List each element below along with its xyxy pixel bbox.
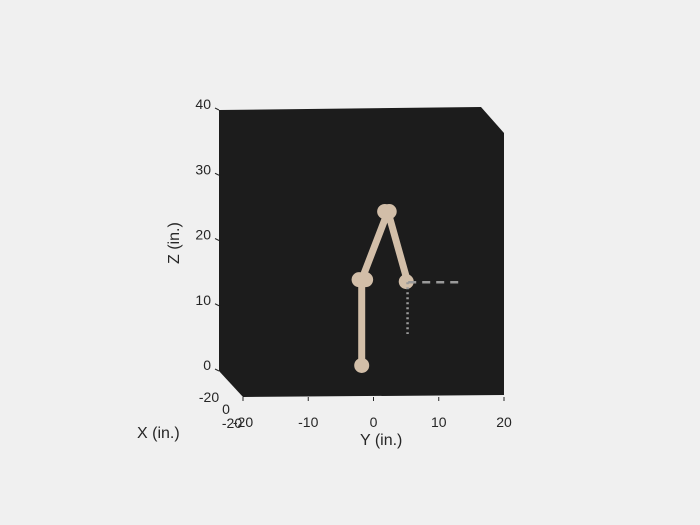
y-tick-label: -20 (233, 414, 253, 430)
y-tick-label: 20 (496, 414, 512, 430)
arm-joint-marker (398, 274, 414, 290)
y-tick-label: 0 (370, 414, 378, 430)
z-tick-mark (214, 172, 220, 176)
arm-link-line (358, 208, 412, 369)
z-tick-label: 10 (195, 292, 211, 308)
z-tick-mark (214, 107, 220, 111)
z-tick-label: 30 (195, 161, 211, 177)
arm-joint-marker (354, 357, 370, 373)
y-tick-label: 10 (431, 414, 447, 430)
y-tick-label: -10 (298, 414, 318, 430)
plot-series (351, 204, 459, 373)
z-tick-mark (214, 238, 220, 241)
x-tick-label: -20 (199, 389, 219, 405)
tick-marks (214, 107, 505, 401)
x-tick-label: -20 (222, 415, 242, 431)
arm-joint-marker (351, 272, 367, 288)
z-tick-label: 20 (195, 227, 211, 243)
y-axis-label: Y (in.) (360, 432, 402, 449)
z-tick-label: 40 (195, 96, 211, 112)
x-tick-label: 0 (222, 401, 230, 417)
arm-joint-marker (377, 204, 393, 220)
z-tick-mark (214, 368, 220, 372)
z-tick-label: 0 (203, 357, 211, 373)
z-axis-label: Z (in.) (166, 222, 183, 264)
z-tick-mark (214, 303, 220, 307)
axes-background (219, 107, 504, 397)
x-axis-label: X (in.) (137, 425, 180, 442)
